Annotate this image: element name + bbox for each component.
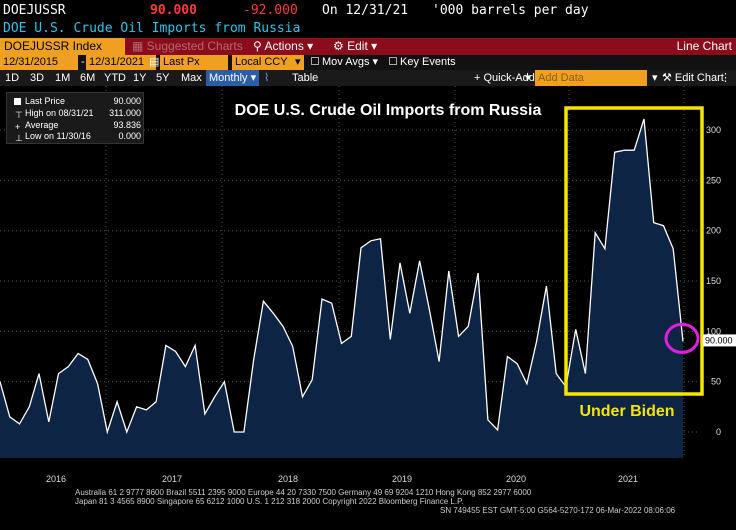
- y-tick-label: 100: [706, 326, 721, 336]
- period-1m[interactable]: 1M: [55, 72, 71, 84]
- as-of-date: On 12/31/21: [322, 3, 409, 18]
- period-max[interactable]: Max: [181, 72, 202, 84]
- field-select[interactable]: Last Px: [160, 55, 228, 70]
- start-date-input[interactable]: 12/31/2015: [0, 55, 78, 70]
- edit-chart-button[interactable]: ⚒ Edit Chart: [662, 72, 724, 84]
- y-tick-label: 150: [706, 276, 721, 286]
- x-tick-label: 2021: [618, 474, 638, 484]
- function-toolbar: DOEJUSSR Index ▦ Suggested Charts ⚲ Acti…: [0, 38, 736, 55]
- y-tick-label: 250: [706, 175, 721, 185]
- period-1y[interactable]: 1Y: [133, 72, 147, 84]
- currency-select[interactable]: Local CCY: [232, 55, 292, 70]
- last-point-circle: [664, 322, 700, 354]
- add-data-input[interactable]: Add Data: [535, 70, 647, 86]
- y-tick-label: 0: [716, 427, 721, 437]
- period-6m[interactable]: 6M: [80, 72, 96, 84]
- x-tick-label: 2018: [278, 474, 298, 484]
- period-3d[interactable]: 3D: [30, 72, 45, 84]
- x-tick-label: 2019: [392, 474, 412, 484]
- dropdown-arrow-icon[interactable]: ▾: [525, 72, 531, 84]
- footer-contact-line-1: Australia 61 2 9777 8600 Brazil 5511 239…: [75, 488, 532, 497]
- table-button[interactable]: Table: [292, 72, 319, 84]
- units-label: '000 barrels per day: [432, 3, 589, 18]
- wrench-icon: ⚒: [662, 72, 675, 84]
- edit-menu[interactable]: ⚙ Edit ▾: [333, 39, 378, 53]
- actions-menu[interactable]: ⚲ Actions ▾: [253, 39, 314, 53]
- date-separator: -: [81, 56, 85, 68]
- security-description: DOE U.S. Crude Oil Imports from Russia: [3, 21, 301, 36]
- frequency-select[interactable]: Monthly ▾: [206, 70, 260, 86]
- low-marker-icon: ⊥: [15, 133, 23, 143]
- ticker-symbol: DOEJUSSR: [3, 3, 66, 18]
- legend-low-label: Low on 11/30/16: [25, 131, 91, 141]
- end-date-input[interactable]: 12/31/2021: [86, 55, 156, 70]
- x-tick-label: 2017: [162, 474, 182, 484]
- x-tick-label: 2020: [506, 474, 526, 484]
- period-bar: 1D 3D 1M 6M YTD 1Y 5Y Max Monthly ▾ ⌇ Ta…: [0, 70, 736, 86]
- dropdown-arrow-icon: ▾: [369, 56, 379, 68]
- calendar-icon[interactable]: ▤: [149, 56, 160, 68]
- suggested-charts-button[interactable]: ▦ Suggested Charts: [132, 39, 243, 53]
- x-axis: 2016 2017 2018 2019 2020 2021: [46, 474, 638, 484]
- last-value-box: [703, 334, 736, 347]
- dropdown-arrow-icon: ▾: [247, 72, 257, 84]
- checkbox-icon: [389, 57, 397, 65]
- legend-last-price-label: Last Price: [25, 96, 66, 106]
- period-ytd[interactable]: YTD: [104, 72, 126, 84]
- security-field[interactable]: DOEJUSSR Index: [0, 38, 125, 55]
- footer-contact-line-2: Japan 81 3 4565 8900 Singapore 65 6212 1…: [75, 497, 464, 506]
- last-value: 90.000: [150, 3, 197, 18]
- dropdown-arrow-icon: ▾: [303, 39, 314, 53]
- under-biden-annotation: Under Biden: [579, 403, 674, 420]
- y-tick-label: 200: [706, 226, 721, 236]
- description-line: DOE U.S. Crude Oil Imports from Russia: [0, 20, 736, 38]
- last-value-label: 90.000: [705, 335, 733, 345]
- highlight-box: [564, 106, 704, 396]
- dropdown-arrow-icon[interactable]: ▾: [652, 72, 658, 84]
- chart-legend: Last Price 90.000 ⊤ High on 08/31/21 311…: [6, 92, 144, 144]
- y-tick-label: 50: [711, 377, 721, 387]
- chart-settings-bar: 12/31/2015 - 12/31/2021 ▤ Last Px Local …: [0, 55, 736, 70]
- high-marker-icon: ⊤: [15, 110, 23, 120]
- legend-high-label: High on 08/31/21: [25, 108, 94, 118]
- chart-icon: ⚲: [253, 39, 265, 53]
- y-axis: 0 50 100 150 200 250 300: [706, 125, 721, 437]
- series-line: [0, 118, 684, 435]
- average-marker-icon: +: [15, 122, 21, 132]
- dropdown-arrow-icon: ▾: [367, 39, 378, 53]
- grid-icon: ▦: [132, 39, 147, 53]
- legend-swatch: [14, 98, 21, 105]
- series-area: [0, 119, 683, 458]
- quick-add-button[interactable]: + Quick-Add: [474, 72, 535, 84]
- x-tick-label: 2016: [46, 474, 66, 484]
- y-tick-label: 300: [706, 125, 721, 135]
- footer: Australia 61 2 9777 8600 Brazil 5511 239…: [0, 487, 736, 530]
- menu-icon[interactable]: ⋮: [720, 72, 731, 84]
- dropdown-arrow-icon[interactable]: ▾: [292, 55, 304, 70]
- legend-average-label: Average: [25, 120, 59, 130]
- checkbox-icon: [311, 57, 319, 65]
- legend-high-value: 311.000: [109, 108, 141, 118]
- security-header: DOEJUSSR 90.000 -92.000 On 12/31/21 '000…: [0, 0, 736, 20]
- chart-type-label: Line Chart: [676, 39, 732, 53]
- line-chart-icon[interactable]: ⌇: [264, 72, 270, 84]
- mov-avgs-toggle[interactable]: Mov Avgs ▾: [308, 55, 381, 70]
- period-5y[interactable]: 5Y: [156, 72, 170, 84]
- edit-icon: ⚙: [333, 39, 348, 53]
- period-1d[interactable]: 1D: [5, 72, 20, 84]
- legend-last-price-value: 90.000: [113, 96, 141, 106]
- net-change: -92.000: [243, 3, 298, 18]
- key-events-toggle[interactable]: Key Events: [386, 55, 459, 70]
- legend-low-value: 0.000: [118, 131, 141, 141]
- chart-title: DOE U.S. Crude Oil Imports from Russia: [235, 102, 542, 119]
- footer-session-line: SN 749455 EST GMT-5:00 G564-5270-172 06-…: [440, 506, 676, 515]
- legend-average-value: 93.836: [113, 120, 141, 130]
